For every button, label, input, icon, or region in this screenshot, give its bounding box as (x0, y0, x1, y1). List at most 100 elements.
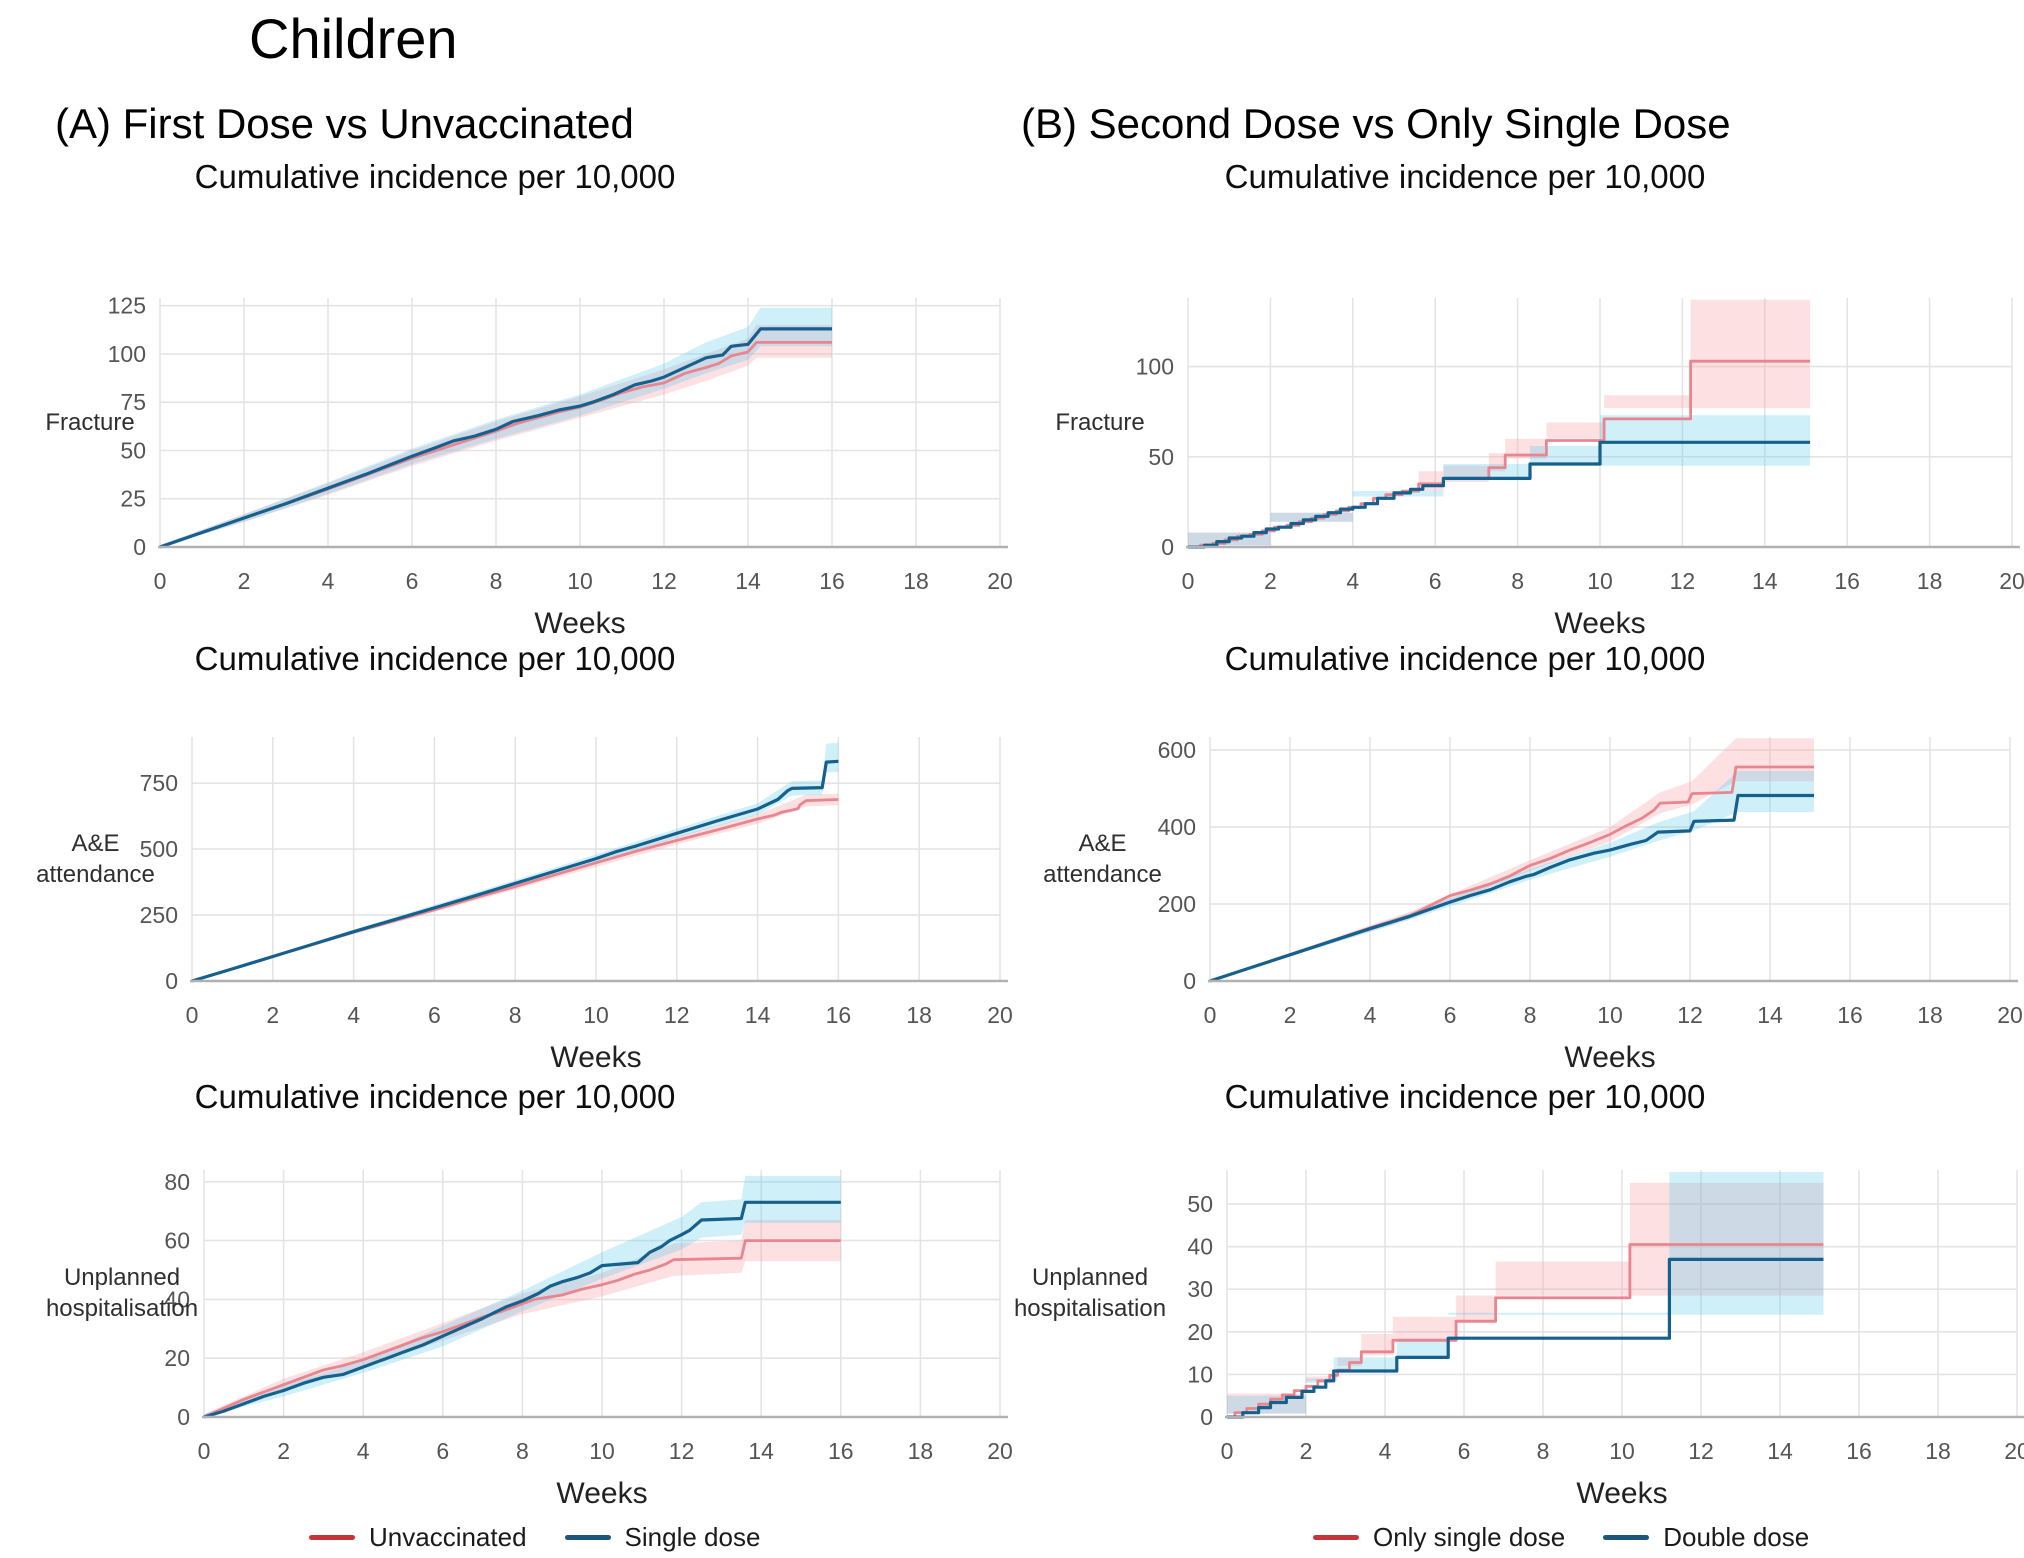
x-axis-label: Weeks (556, 1477, 647, 1510)
y-tick-label: 200 (1158, 891, 1196, 917)
x-tick-label: 20 (1997, 1002, 2023, 1028)
y-tick-label: 40 (164, 1286, 190, 1312)
x-tick-label: 14 (1752, 568, 1778, 594)
x-tick-label: 6 (436, 1438, 449, 1464)
row-label-line: hospitalisation (45, 1295, 199, 1322)
x-tick-label: 2 (1300, 1438, 1313, 1464)
y-tick-label: 25 (120, 486, 146, 512)
chart-a-ae: 0 2 4 6 8 10 12 14 16 18 20 0 250 500 750 Weeks (140, 737, 1013, 1074)
chart-title-a-ae: Cumulative incidence per 10,000 (194, 640, 676, 677)
x-tick-label: 2 (266, 1002, 279, 1028)
x-tick-label: 0 (1204, 1002, 1217, 1028)
x-tick-label: 20 (987, 1438, 1013, 1464)
x-axis-label: Weeks (1576, 1477, 1667, 1510)
x-tick-label: 2 (1284, 1002, 1297, 1028)
x-tick-label: 16 (1837, 1002, 1863, 1028)
chart-title-a-fracture: Cumulative incidence per 10,000 (194, 158, 676, 195)
legend-label: Only single dose (1373, 1522, 1566, 1552)
ci-band-double-dose (1188, 415, 1811, 547)
y-tick-label: 20 (1187, 1319, 1213, 1345)
ci-band-unvaccinated (160, 325, 832, 547)
x-tick-label: 4 (322, 568, 335, 594)
x-tick-label: 8 (1537, 1438, 1550, 1464)
x-tick-label: 0 (154, 568, 167, 594)
x-tick-label: 8 (1524, 1002, 1537, 1028)
x-tick-label: 2 (238, 568, 251, 594)
series-line-double-dose (1227, 1257, 1824, 1419)
y-tick-label: 60 (164, 1228, 190, 1254)
x-axis-label: Weeks (1564, 1041, 1655, 1074)
chart-a-hosp: 0 2 4 6 8 10 12 14 16 18 20 0 20 40 60 80 Weeks (164, 1169, 1012, 1510)
y-tick-label: 0 (133, 534, 146, 560)
chart-title-b-fracture: Cumulative incidence per 10,000 (1224, 158, 1706, 195)
y-tick-label: 75 (120, 389, 146, 415)
page-title: Children (249, 7, 458, 70)
legend-line-swatch-red (309, 1535, 355, 1540)
legend-label: Double dose (1663, 1522, 1810, 1552)
row-label-line: A&E (71, 830, 120, 857)
row-label-line: Unplanned (63, 1264, 181, 1291)
x-tick-label: 2 (277, 1438, 290, 1464)
row-label-line: Fracture (1055, 409, 1145, 436)
row-label-fracture-a: Fracture (5, 407, 175, 438)
series-line-double-dose (1188, 440, 1811, 549)
x-tick-label: 18 (903, 568, 929, 594)
x-tick-label: 0 (198, 1438, 211, 1464)
x-tick-label: 8 (509, 1002, 522, 1028)
y-tick-label: 600 (1158, 737, 1196, 763)
x-tick-label: 0 (186, 1002, 199, 1028)
x-axis-label: Weeks (1554, 607, 1645, 640)
chart-b-fracture: 0 2 4 6 8 10 12 14 16 18 20 0 50 100 Weeks (1136, 298, 2024, 640)
chart-title-b-ae: Cumulative incidence per 10,000 (1224, 640, 1706, 677)
x-tick-label: 16 (826, 1002, 852, 1028)
legend-label: Single dose (624, 1522, 761, 1552)
row-label-ae-b: A&E attendance (1015, 828, 1190, 890)
ci-band-double-dose (1227, 1172, 1824, 1417)
y-tick-label: 100 (108, 341, 146, 367)
y-tick-label: 0 (1200, 1404, 1213, 1430)
x-tick-label: 18 (906, 1002, 932, 1028)
x-tick-label: 16 (1834, 568, 1860, 594)
x-tick-label: 4 (357, 1438, 370, 1464)
legend-item-only-single-dose: Only single dose (1313, 1522, 1565, 1553)
legend-item-single-dose: Single dose (564, 1522, 761, 1553)
panel-a-header: (A) First Dose vs Unvaccinated (55, 100, 634, 147)
x-tick-label: 16 (819, 568, 845, 594)
x-tick-label: 18 (1917, 1002, 1943, 1028)
x-tick-label: 2 (1264, 568, 1277, 594)
y-tick-label: 80 (164, 1169, 190, 1195)
y-tick-label: 100 (1136, 354, 1174, 380)
x-tick-label: 10 (1609, 1438, 1635, 1464)
chart-title-b-hosp: Cumulative incidence per 10,000 (1224, 1078, 1706, 1115)
y-tick-label: 750 (140, 770, 178, 796)
x-axis-label: Weeks (534, 607, 625, 640)
x-tick-label: 10 (1587, 568, 1613, 594)
legend-line-swatch-blue (564, 1535, 611, 1540)
x-tick-label: 20 (1999, 568, 2024, 594)
x-tick-label: 12 (1670, 568, 1696, 594)
x-axis-label: Weeks (550, 1041, 641, 1074)
series-line-single-dose (159, 327, 832, 549)
ci-band-unvaccinated (204, 1220, 841, 1417)
row-label-line: Fracture (45, 409, 135, 436)
ci-band-only-single-dose (1210, 738, 1814, 981)
legend-label: Unvaccinated (369, 1522, 527, 1552)
y-tick-label: 0 (177, 1404, 190, 1430)
y-tick-label: 40 (1187, 1234, 1213, 1260)
x-tick-label: 12 (664, 1002, 690, 1028)
row-label-line: Unplanned (1031, 1264, 1149, 1291)
x-tick-label: 6 (1429, 568, 1442, 594)
series-line-double-dose (1209, 793, 1814, 983)
row-label-ae-a: A&E attendance (8, 828, 183, 890)
x-tick-label: 10 (1597, 1002, 1623, 1028)
y-tick-label: 30 (1187, 1276, 1213, 1302)
chart-b-hosp: 0 2 4 6 8 10 12 14 16 18 20 0 10 20 30 40 50 Weeks (1187, 1170, 2024, 1510)
x-tick-label: 14 (735, 568, 761, 594)
series-line-single-dose (191, 759, 839, 983)
y-tick-label: 250 (140, 902, 178, 928)
x-tick-label: 6 (1458, 1438, 1471, 1464)
legend-item-unvaccinated: Unvaccinated (309, 1522, 527, 1553)
